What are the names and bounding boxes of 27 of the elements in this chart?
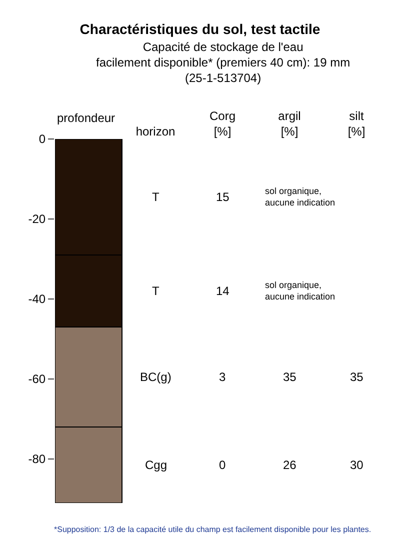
text: 26 — [283, 458, 296, 472]
text: sol organique, aucune indication — [265, 280, 336, 302]
text: 30 — [350, 458, 364, 472]
x-tick-label: argil [%] — [278, 109, 301, 139]
y-tick-label: -60 — [28, 372, 46, 386]
text: 35 — [350, 370, 364, 384]
text: 14 — [216, 284, 230, 298]
text: 15 — [216, 190, 230, 204]
x-tick-label: horizon — [136, 124, 176, 139]
y-tick-label: -20 — [28, 212, 46, 226]
x-tick-label: silt [%] — [348, 109, 366, 139]
y-tick-label: 0 — [38, 132, 46, 146]
chart-subtitle: Capacité de stockage de l'eau facilement disponible* (premiers 40 cm): 19 mm (25-1-513704) — [96, 40, 350, 86]
text: *Supposition: 1/3 de la capacité utile du champ est facilement disponible pour les plantes. — [54, 525, 372, 534]
text: 3 — [219, 370, 226, 384]
y-tick-label: -40 — [28, 292, 46, 306]
text: sol organique, aucune indication — [265, 186, 336, 208]
series-label: BC(g) — [140, 370, 172, 384]
y-tick-label: -80 — [28, 452, 46, 466]
text: 35 — [283, 370, 296, 384]
chart-title: Charactéristiques du sol, test tactile — [80, 21, 320, 38]
x-tick-label: Corg [%] — [209, 109, 236, 139]
series-label: Cgg — [145, 458, 168, 472]
y-axis-title: profondeur — [57, 111, 116, 125]
text: 0 — [219, 458, 226, 472]
text: T — [152, 284, 160, 298]
text: T — [152, 190, 160, 204]
